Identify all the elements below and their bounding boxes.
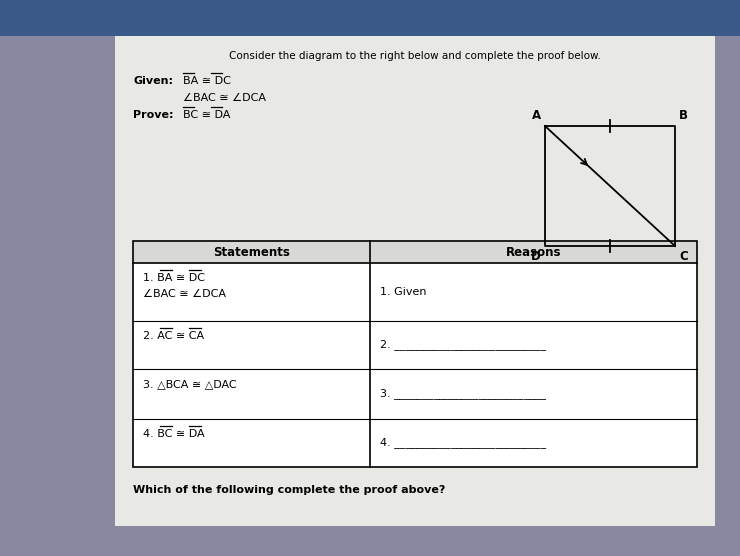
Text: 3. △BCA ≅ △DAC: 3. △BCA ≅ △DAC	[143, 379, 237, 389]
Text: 3. ___________________________: 3. ___________________________	[380, 389, 546, 399]
Text: B: B	[679, 109, 688, 122]
Text: 4. BC ≅ DA: 4. BC ≅ DA	[143, 429, 205, 439]
Text: D: D	[531, 250, 541, 263]
Text: 4. ___________________________: 4. ___________________________	[380, 438, 546, 449]
Text: 2. AC ≅ CA: 2. AC ≅ CA	[143, 331, 204, 341]
Text: Consider the diagram to the right below and complete the proof below.: Consider the diagram to the right below …	[229, 51, 601, 61]
Text: ∠BAC ≅ ∠DCA: ∠BAC ≅ ∠DCA	[183, 93, 266, 103]
Bar	[133, 241, 697, 467]
Text: Which of the following complete the proof above?: Which of the following complete the proo…	[133, 485, 445, 495]
Bar	[115, 36, 715, 526]
Text: BA ≅ DC: BA ≅ DC	[183, 76, 231, 86]
Bar	[0, 0, 740, 36]
Text: Prove:: Prove:	[133, 110, 173, 120]
Text: 1. BA ≅ DC: 1. BA ≅ DC	[143, 273, 205, 283]
Text: Statements: Statements	[213, 246, 290, 259]
Bar	[133, 241, 697, 263]
Text: A: A	[532, 109, 541, 122]
Bar	[133, 241, 697, 467]
Text: C: C	[679, 250, 687, 263]
Text: 1. Given: 1. Given	[380, 287, 426, 297]
Text: Given:: Given:	[133, 76, 173, 86]
Text: BC ≅ DA: BC ≅ DA	[183, 110, 230, 120]
Text: Reasons: Reasons	[505, 246, 561, 259]
Text: ∠BAC ≅ ∠DCA: ∠BAC ≅ ∠DCA	[143, 289, 226, 299]
Text: 2. ___________________________: 2. ___________________________	[380, 340, 546, 350]
